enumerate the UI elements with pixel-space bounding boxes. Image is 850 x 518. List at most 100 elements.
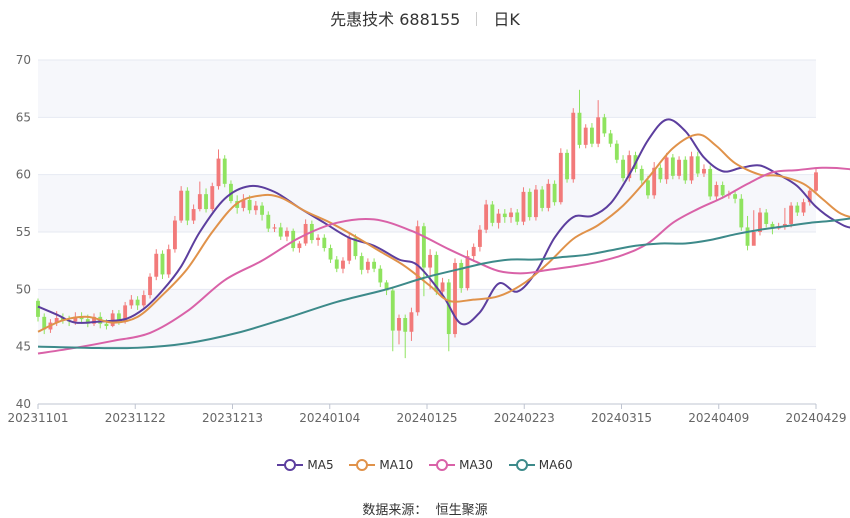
candle bbox=[365, 258, 370, 274]
candle-body bbox=[409, 312, 414, 332]
legend-item-ma5[interactable]: MA5 bbox=[277, 458, 334, 472]
candle-body bbox=[695, 156, 700, 174]
y-tick-label: 70 bbox=[16, 53, 31, 67]
x-tick-label: 20231122 bbox=[105, 411, 166, 425]
candle-body bbox=[590, 127, 594, 144]
candle-body bbox=[558, 152, 563, 203]
source-label: 数据来源： bbox=[362, 503, 428, 518]
candle-body bbox=[241, 199, 246, 208]
ma30-line bbox=[37, 166, 850, 355]
candle-body bbox=[185, 190, 190, 221]
candle bbox=[129, 295, 134, 309]
candle bbox=[608, 129, 613, 148]
legend-item-ma10[interactable]: MA10 bbox=[349, 458, 413, 472]
candle-body bbox=[459, 262, 464, 289]
candle-body bbox=[116, 313, 121, 322]
candle-body bbox=[683, 159, 688, 181]
candle-body bbox=[291, 230, 296, 249]
candle-body bbox=[490, 204, 495, 223]
candle bbox=[509, 207, 513, 223]
legend-marker-ma10 bbox=[349, 459, 376, 471]
candle bbox=[353, 234, 358, 260]
candle-body bbox=[328, 248, 333, 260]
candle bbox=[614, 140, 619, 164]
candle-body bbox=[770, 223, 775, 229]
candle-body bbox=[353, 237, 358, 257]
candle bbox=[135, 296, 140, 310]
candle-body bbox=[527, 191, 532, 218]
legend-item-ma60[interactable]: MA60 bbox=[508, 458, 573, 472]
candle bbox=[328, 244, 333, 263]
candle-body bbox=[670, 157, 675, 176]
candle bbox=[172, 215, 177, 253]
grid-band bbox=[38, 174, 816, 232]
candle bbox=[285, 227, 289, 242]
ma10-line bbox=[37, 133, 850, 333]
candle-body bbox=[229, 183, 233, 202]
candle-body bbox=[502, 213, 507, 218]
grid-band bbox=[38, 60, 816, 118]
candle bbox=[558, 148, 563, 205]
candle-body bbox=[546, 183, 551, 208]
candle bbox=[533, 184, 538, 221]
x-tick-label: 20240429 bbox=[785, 411, 846, 425]
candle bbox=[733, 190, 738, 204]
candle-body bbox=[702, 168, 706, 174]
candle-body bbox=[515, 212, 520, 222]
candle bbox=[751, 210, 756, 246]
candle bbox=[185, 187, 190, 226]
candle-body bbox=[614, 143, 619, 160]
candle bbox=[272, 223, 277, 232]
candle-body bbox=[129, 299, 134, 306]
candle-body bbox=[247, 199, 252, 211]
candle bbox=[79, 312, 84, 324]
candle bbox=[471, 243, 476, 262]
candle bbox=[440, 277, 445, 296]
candle-body bbox=[54, 318, 59, 323]
y-tick-label: 40 bbox=[16, 397, 31, 411]
legend-marker-ma5 bbox=[277, 459, 304, 471]
candle bbox=[683, 156, 688, 184]
candle-body bbox=[814, 172, 818, 191]
candle-body bbox=[446, 282, 451, 335]
candle-body bbox=[372, 261, 377, 269]
candle bbox=[92, 313, 96, 327]
candle-body bbox=[104, 323, 109, 327]
candle-body bbox=[36, 300, 40, 317]
candle bbox=[110, 309, 115, 328]
candle bbox=[677, 156, 682, 180]
candle bbox=[409, 307, 414, 341]
candle-body bbox=[160, 253, 165, 275]
candle-body bbox=[403, 318, 408, 332]
candle bbox=[253, 201, 258, 215]
candle bbox=[148, 273, 152, 299]
candle-body bbox=[141, 295, 146, 306]
candle-body bbox=[565, 152, 569, 180]
candle bbox=[720, 181, 725, 199]
candle-body bbox=[477, 229, 482, 247]
candle bbox=[801, 198, 806, 216]
candle bbox=[646, 175, 650, 199]
candle-body bbox=[652, 167, 657, 196]
candle bbox=[372, 258, 377, 273]
chart-title: 先惠技术 688155 日K bbox=[0, 6, 850, 30]
grid-lines bbox=[38, 59, 816, 405]
candle bbox=[216, 149, 221, 190]
candle bbox=[540, 186, 545, 212]
candle-body bbox=[172, 220, 177, 250]
legend-label-ma60: MA60 bbox=[538, 458, 573, 472]
candle bbox=[334, 256, 339, 273]
candle bbox=[403, 314, 408, 359]
legend-marker-ma30 bbox=[429, 459, 456, 471]
candle-body bbox=[639, 168, 644, 181]
grid-band bbox=[38, 289, 816, 347]
candle bbox=[577, 89, 582, 149]
legend-item-ma30[interactable]: MA30 bbox=[429, 458, 493, 472]
candle bbox=[384, 280, 389, 296]
candle-body bbox=[191, 209, 196, 221]
candle-body bbox=[583, 127, 588, 145]
candle-body bbox=[533, 189, 538, 218]
candle-body bbox=[123, 305, 128, 322]
candle-body bbox=[745, 227, 750, 246]
candle-body bbox=[571, 112, 576, 180]
